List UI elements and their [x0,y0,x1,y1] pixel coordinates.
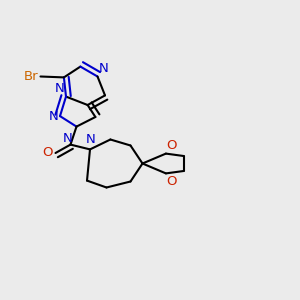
Text: N: N [63,132,73,145]
Text: O: O [43,146,53,160]
Text: O: O [167,139,177,152]
Text: O: O [167,175,177,188]
Text: N: N [86,134,95,146]
Text: N: N [49,110,58,123]
Text: N: N [55,82,64,95]
Text: Br: Br [23,70,38,83]
Text: N: N [99,62,109,75]
